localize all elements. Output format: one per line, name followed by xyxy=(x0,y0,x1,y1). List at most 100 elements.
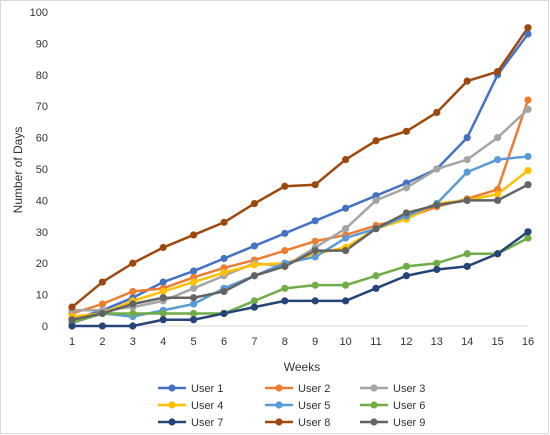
legend-item-user-4: User 4 xyxy=(158,400,223,412)
data-point xyxy=(402,209,410,217)
data-point xyxy=(220,309,228,318)
y-tick-label: 100 xyxy=(30,7,48,19)
data-point xyxy=(463,168,471,176)
data-point xyxy=(311,247,319,255)
data-point xyxy=(524,30,532,38)
x-tick-label: 11 xyxy=(370,336,381,348)
legend-item-user-5: User 5 xyxy=(265,400,330,412)
legend-swatch-marker xyxy=(275,418,283,426)
data-point xyxy=(433,108,441,117)
data-point xyxy=(463,134,471,142)
data-point xyxy=(190,231,198,239)
data-point xyxy=(433,259,441,267)
data-point xyxy=(494,196,502,204)
y-tick-label: 0 xyxy=(42,321,48,333)
data-point xyxy=(463,250,471,258)
data-point xyxy=(159,309,167,318)
data-point xyxy=(159,278,167,286)
data-point xyxy=(342,225,350,233)
data-point xyxy=(372,284,380,292)
legend-label: User 3 xyxy=(393,383,425,395)
data-point xyxy=(281,297,289,305)
data-point xyxy=(494,68,502,76)
y-tick-label: 30 xyxy=(36,227,48,239)
data-point xyxy=(220,218,228,226)
legend-label: User 8 xyxy=(298,417,330,429)
data-point xyxy=(463,155,471,164)
data-point xyxy=(524,24,532,32)
data-point xyxy=(494,134,502,142)
data-point xyxy=(159,316,167,324)
series-line-user-6 xyxy=(71,236,529,325)
x-tick-label: 13 xyxy=(431,336,443,348)
data-point xyxy=(402,262,410,270)
data-point xyxy=(159,243,167,252)
data-point xyxy=(342,247,350,255)
y-tick-label: 70 xyxy=(36,101,48,113)
y-tick-label: 80 xyxy=(36,70,48,82)
series-line-user-2 xyxy=(71,99,530,315)
data-point xyxy=(190,309,198,318)
x-tick-label: 7 xyxy=(251,336,257,348)
data-point xyxy=(524,152,532,161)
y-tick-label: 90 xyxy=(36,38,48,50)
data-point xyxy=(402,184,410,192)
series-line-user-7 xyxy=(72,230,529,328)
y-tick-label: 10 xyxy=(36,290,48,302)
legend-label: User 5 xyxy=(298,400,330,412)
x-tick-label: 16 xyxy=(522,336,534,348)
data-point xyxy=(372,272,380,280)
data-point xyxy=(129,259,137,267)
legend-swatch-marker xyxy=(168,401,176,409)
legend-swatch-marker xyxy=(168,384,176,392)
data-point xyxy=(190,267,198,275)
legend-swatch-marker xyxy=(275,384,283,392)
data-point xyxy=(433,165,441,173)
data-point xyxy=(68,303,76,311)
data-point xyxy=(311,281,319,289)
data-point xyxy=(402,127,410,135)
legend-swatch-marker xyxy=(370,401,378,409)
data-point xyxy=(311,217,319,225)
data-point xyxy=(281,247,289,255)
series-line-user-8 xyxy=(71,26,530,309)
legend-item-user-9: User 9 xyxy=(360,417,425,429)
legend-item-user-6: User 6 xyxy=(360,400,425,412)
data-point xyxy=(281,182,289,190)
data-point xyxy=(342,155,350,164)
data-point xyxy=(98,309,106,318)
series-line-user-1 xyxy=(71,33,530,321)
data-point xyxy=(311,237,319,245)
data-point xyxy=(190,284,198,292)
y-tick-label: 60 xyxy=(36,133,48,145)
data-point xyxy=(311,181,319,189)
data-point xyxy=(190,294,198,302)
data-point xyxy=(524,166,532,175)
x-axis-title: Weeks xyxy=(284,360,320,374)
legend-item-user-2: User 2 xyxy=(265,383,330,395)
data-point xyxy=(433,201,441,209)
data-point xyxy=(281,262,289,270)
data-point xyxy=(342,297,350,305)
data-point xyxy=(98,322,106,330)
data-point xyxy=(281,229,289,237)
y-tick-label: 40 xyxy=(36,195,48,207)
data-point xyxy=(494,190,502,198)
legend: User 1 User 2 User 3 User 4 User 5 User 6 User… xyxy=(158,383,425,429)
data-point xyxy=(463,196,471,204)
legend-label: User 7 xyxy=(191,417,223,429)
legend-label: User 6 xyxy=(393,400,425,412)
data-point xyxy=(220,287,228,296)
legend-label: User 4 xyxy=(191,400,223,412)
data-point xyxy=(129,309,137,318)
data-point xyxy=(311,297,319,305)
legend-item-user-3: User 3 xyxy=(360,383,425,395)
data-point xyxy=(68,316,76,324)
x-tick-label: 8 xyxy=(282,336,288,348)
x-tick-label: 2 xyxy=(99,336,105,348)
data-point xyxy=(524,228,532,236)
legend-item-user-1: User 1 xyxy=(158,383,223,395)
data-point xyxy=(159,287,167,296)
series-lines xyxy=(71,26,530,328)
